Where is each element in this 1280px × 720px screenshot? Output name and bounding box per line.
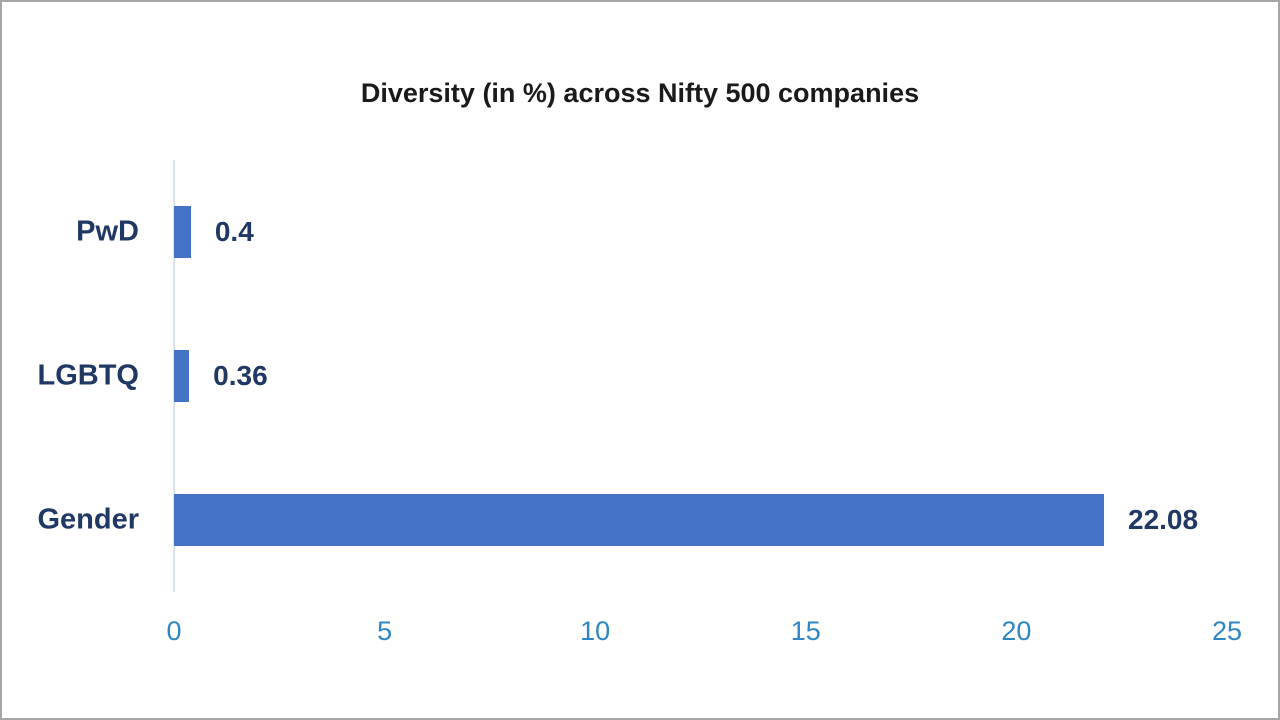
x-tick-label: 20	[1001, 616, 1032, 646]
x-axis: 0 5 10 15 20 25	[166, 616, 1242, 660]
chart-row: LGBTQ 0.36	[38, 304, 1227, 448]
x-tick-label: 0	[166, 616, 182, 646]
x-tick-label: 15	[790, 616, 821, 646]
data-label: 22.08	[1128, 504, 1199, 535]
data-label: 0.4	[214, 216, 254, 247]
chart-row: PwD 0.4	[76, 160, 1227, 304]
category-label: Gender	[37, 503, 139, 536]
x-tick-label: 10	[580, 616, 611, 646]
x-tick-label: 5	[377, 616, 393, 646]
plot-area: PwD 0.4 LGBTQ 0.36 Gender 22.08	[37, 160, 1227, 592]
chart-title: Diversity (in %) across Nifty 500 compan…	[360, 78, 920, 108]
chart-row: Gender 22.08	[37, 448, 1227, 592]
x-tick-label: 25	[1211, 616, 1243, 646]
bar	[174, 494, 1104, 546]
bar	[174, 206, 191, 258]
category-label: PwD	[76, 215, 139, 248]
data-label: 0.36	[213, 360, 268, 391]
category-label: LGBTQ	[37, 359, 140, 392]
bar	[174, 350, 190, 402]
bar-rows: PwD 0.4 LGBTQ 0.36 Gender 22.08	[37, 160, 1227, 592]
